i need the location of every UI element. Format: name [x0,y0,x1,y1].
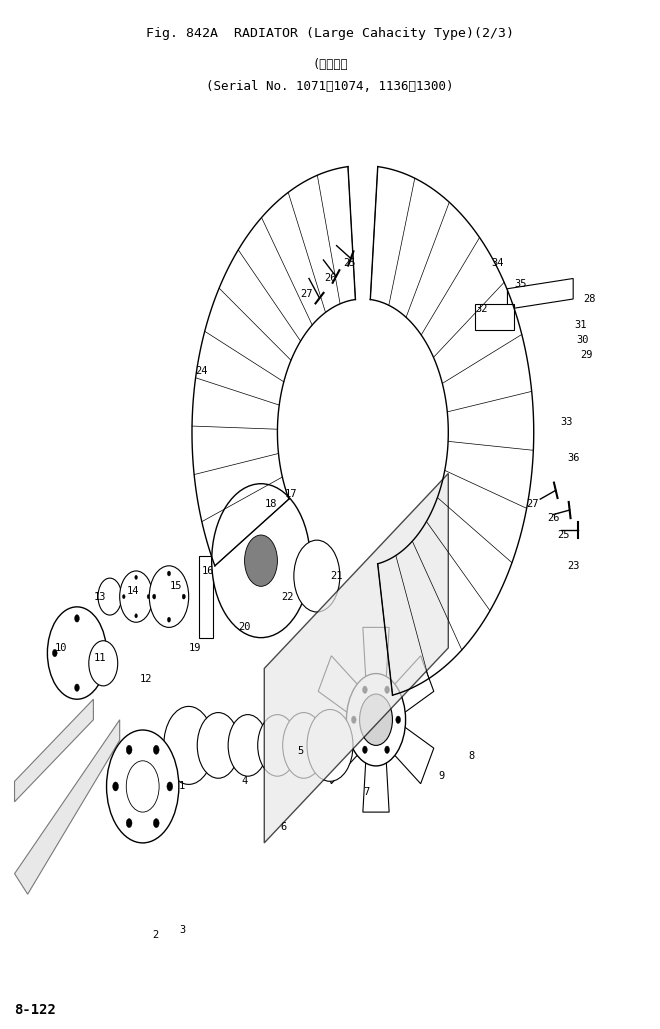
Polygon shape [318,709,380,784]
Circle shape [89,641,117,686]
Circle shape [119,571,152,623]
Circle shape [168,571,170,576]
Text: 33: 33 [560,417,573,427]
Circle shape [75,614,79,623]
Circle shape [153,819,159,827]
Circle shape [385,686,389,694]
Text: 21: 21 [330,571,343,581]
Text: 24: 24 [195,366,208,376]
Polygon shape [15,719,119,894]
Circle shape [182,594,185,599]
Polygon shape [264,473,448,843]
Text: 35: 35 [514,279,527,288]
Circle shape [98,578,121,615]
Circle shape [126,760,159,812]
Circle shape [212,484,310,638]
Text: 25: 25 [343,258,356,269]
Circle shape [152,594,156,599]
Circle shape [106,730,179,843]
Text: 13: 13 [94,592,106,602]
Text: (通用号機: (通用号機 [312,58,348,71]
Polygon shape [15,700,94,802]
Text: 8-122: 8-122 [15,1003,56,1018]
Circle shape [245,535,277,587]
Text: (Serial No. 1071～1074, 1136～1300): (Serial No. 1071～1074, 1136～1300) [207,80,454,94]
Text: 29: 29 [580,351,593,360]
Polygon shape [372,709,434,784]
Polygon shape [508,279,573,310]
Text: 30: 30 [577,335,589,345]
Text: 11: 11 [94,653,106,663]
Circle shape [362,686,367,694]
Circle shape [168,617,170,623]
Text: 17: 17 [284,489,297,499]
Text: 8: 8 [468,751,475,760]
Text: 25: 25 [557,530,570,540]
Circle shape [257,714,297,776]
Circle shape [113,782,119,791]
Text: 9: 9 [439,771,445,781]
Text: 31: 31 [575,320,587,329]
Circle shape [352,716,356,723]
Circle shape [135,613,137,617]
Text: 36: 36 [567,453,579,463]
Circle shape [396,716,401,723]
Circle shape [126,745,132,754]
Circle shape [362,746,367,753]
Text: 16: 16 [202,566,215,576]
Circle shape [346,674,406,766]
Text: 27: 27 [301,289,314,298]
Text: 20: 20 [238,623,251,633]
Text: 19: 19 [189,643,201,653]
Text: 18: 18 [265,499,277,509]
Text: 14: 14 [127,587,139,597]
Text: 15: 15 [170,581,182,592]
Text: 1: 1 [179,781,185,791]
Text: 26: 26 [547,512,560,523]
Circle shape [282,712,325,778]
Bar [199,556,213,638]
Circle shape [228,714,267,776]
Text: 2: 2 [152,930,159,941]
Text: 32: 32 [475,305,488,314]
Circle shape [164,706,214,784]
Circle shape [147,595,150,599]
Circle shape [123,595,125,599]
Circle shape [149,566,189,628]
Circle shape [75,684,79,691]
Polygon shape [363,628,389,719]
Circle shape [48,607,106,700]
Text: 4: 4 [242,776,248,786]
Polygon shape [318,655,380,731]
Circle shape [135,575,137,579]
Circle shape [52,649,57,657]
Circle shape [294,540,340,612]
Circle shape [385,746,389,753]
Polygon shape [363,719,389,812]
Text: 22: 22 [281,592,294,602]
Text: 10: 10 [54,643,67,653]
Circle shape [197,712,240,778]
Text: 27: 27 [526,499,539,509]
Text: 5: 5 [297,746,304,755]
Text: 7: 7 [363,786,370,796]
Text: 23: 23 [567,561,579,571]
Text: Fig. 842A  RADIATOR (Large Cahacity Type)(2/3): Fig. 842A RADIATOR (Large Cahacity Type)… [146,27,514,40]
Circle shape [153,745,159,754]
Text: 34: 34 [491,258,504,269]
Text: 28: 28 [583,294,596,304]
Text: 12: 12 [140,674,152,683]
Circle shape [307,709,353,781]
Circle shape [97,649,102,657]
Polygon shape [372,655,434,731]
Circle shape [167,782,173,791]
Bar [475,305,514,329]
Text: 26: 26 [324,274,336,283]
Circle shape [360,695,393,745]
Circle shape [126,819,132,827]
Text: 6: 6 [281,822,287,832]
Text: 3: 3 [179,925,185,935]
